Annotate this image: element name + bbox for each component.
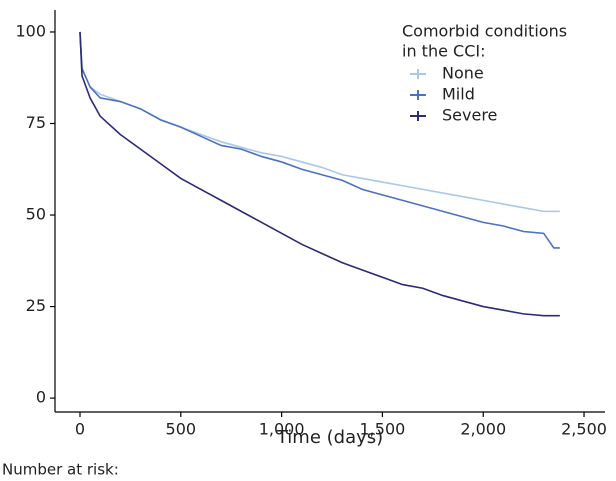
x-tick-label: 0 [75, 420, 85, 439]
y-tick-label: 25 [26, 296, 46, 315]
x-tick-label: 2,500 [561, 420, 607, 439]
y-tick-label: 75 [26, 113, 46, 132]
legend-label: Mild [442, 85, 475, 104]
x-axis-label: Time (days) [276, 427, 383, 448]
x-tick-label: 500 [166, 420, 197, 439]
x-tick-label: 2,000 [460, 420, 506, 439]
annotation: Number at risk: [2, 461, 119, 479]
legend-label: None [442, 64, 484, 83]
x-tick-label: 1,000 [259, 420, 305, 439]
survival-line [79, 31, 560, 249]
y-tick-label: 50 [26, 205, 46, 224]
legend-label: Severe [442, 106, 497, 125]
legend-title: Comorbid conditions [402, 22, 567, 41]
legend-title: in the CCI: [402, 42, 485, 61]
y-tick-label: 100 [15, 21, 46, 40]
y-tick-label: 0 [36, 388, 46, 407]
survival-line [79, 31, 560, 317]
x-tick-label: 1,500 [360, 420, 406, 439]
